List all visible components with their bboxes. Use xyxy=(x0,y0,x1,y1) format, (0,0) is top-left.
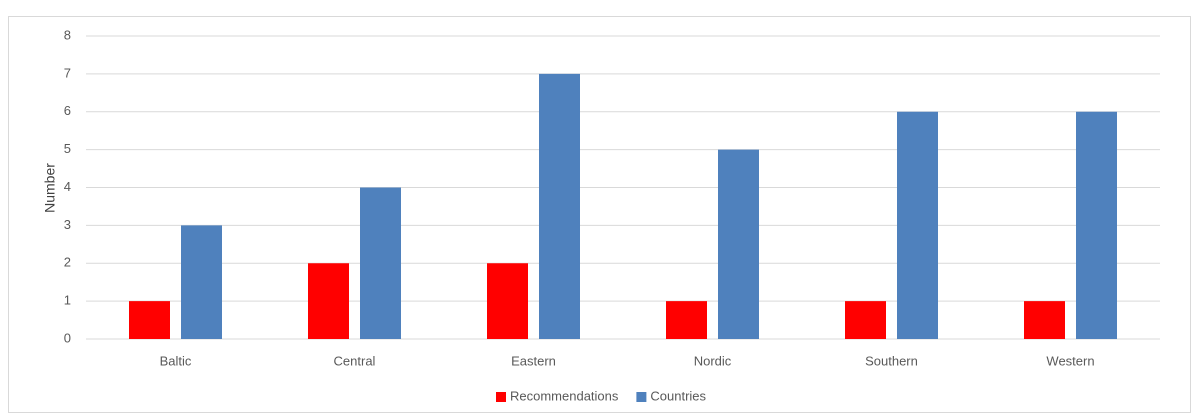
legend: Recommendations Countries xyxy=(496,388,707,403)
x-tick-label: Southern xyxy=(865,353,918,368)
y-tick-label: 6 xyxy=(64,103,71,118)
legend-swatch-recommendations xyxy=(496,392,506,402)
legend-swatch-countries xyxy=(636,392,647,402)
bar-recommendations-western xyxy=(1024,301,1065,339)
y-axis-ticks: 0 1 2 3 4 5 6 7 8 xyxy=(64,27,71,345)
y-tick-label: 5 xyxy=(64,141,71,156)
bar-recommendations-southern xyxy=(845,301,886,339)
x-tick-label: Eastern xyxy=(511,353,556,368)
bar-recommendations-nordic xyxy=(666,301,707,339)
x-tick-label: Baltic xyxy=(160,353,192,368)
bar-countries-western xyxy=(1076,111,1117,339)
chart-frame xyxy=(8,16,1191,413)
legend-label: Countries xyxy=(650,388,706,403)
bar-countries-nordic xyxy=(718,149,759,339)
y-tick-label: 0 xyxy=(64,330,71,345)
bar-countries-eastern xyxy=(539,73,580,339)
bar-countries-southern xyxy=(897,111,938,339)
bar-recommendations-central xyxy=(308,263,349,339)
bars xyxy=(129,73,1117,339)
y-tick-label: 3 xyxy=(64,217,71,232)
y-axis-title: Number xyxy=(42,163,58,213)
x-tick-label: Western xyxy=(1046,353,1094,368)
x-axis-ticks: Baltic Central Eastern Nordic Southern Wester… xyxy=(160,353,1095,368)
bar-recommendations-baltic xyxy=(129,301,170,339)
y-tick-label: 7 xyxy=(64,65,71,80)
y-tick-label: 2 xyxy=(64,255,71,270)
gridlines xyxy=(86,35,1160,340)
bar-recommendations-eastern xyxy=(487,263,528,339)
legend-label: Recommendations xyxy=(510,388,619,403)
y-tick-label: 4 xyxy=(64,179,71,194)
y-tick-label: 1 xyxy=(64,293,71,308)
bar-countries-baltic xyxy=(181,225,222,339)
x-tick-label: Nordic xyxy=(694,353,732,368)
x-tick-label: Central xyxy=(334,353,376,368)
y-tick-label: 8 xyxy=(64,27,71,42)
bar-countries-central xyxy=(360,187,401,339)
